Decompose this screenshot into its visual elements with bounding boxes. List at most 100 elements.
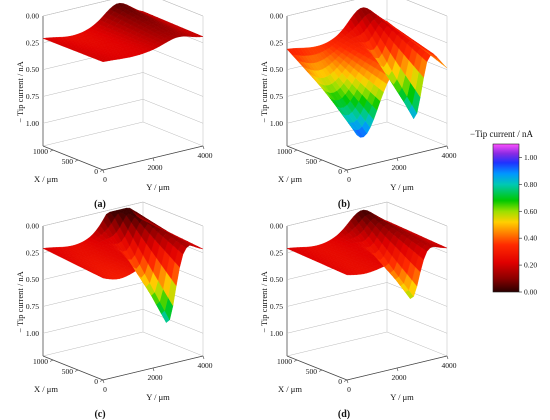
grid-line bbox=[386, 309, 448, 334]
z-tick-label: 0.50 bbox=[26, 275, 39, 284]
z-tick-label: 0.25 bbox=[270, 38, 283, 47]
z-axis-label: − Tip current / nA bbox=[15, 60, 25, 122]
x-tick bbox=[49, 149, 54, 152]
box-edge bbox=[386, 121, 448, 147]
x-tick bbox=[74, 159, 79, 162]
z-tick-label: 1.00 bbox=[26, 119, 39, 128]
y-tick bbox=[152, 157, 155, 162]
y-tick-label: 4000 bbox=[442, 151, 457, 160]
grid-line bbox=[142, 201, 204, 227]
grid-line bbox=[386, 201, 448, 227]
y-tick bbox=[446, 145, 449, 150]
x-tick-label: 1000 bbox=[33, 357, 48, 366]
colorbar-title: −Tip current / nA bbox=[470, 129, 533, 139]
y-tick bbox=[152, 367, 155, 372]
x-tick-label: 0 bbox=[338, 167, 342, 176]
z-tick-label: 0.50 bbox=[270, 65, 283, 74]
y-axis-label: Y / μm bbox=[146, 182, 170, 192]
z-tick-label: 0.25 bbox=[270, 248, 283, 257]
grid-line bbox=[42, 99, 144, 124]
grid-line bbox=[142, 72, 204, 97]
colorbar: −Tip current / nA 1.00 0.80 0.60 0.40 0.20 0.… bbox=[470, 129, 537, 297]
surface-cell bbox=[383, 19, 393, 26]
z-tick-label: 0.25 bbox=[26, 248, 39, 257]
surface bbox=[286, 7, 448, 138]
x-axis-label: X / μm bbox=[34, 384, 58, 394]
grid-line bbox=[386, 18, 448, 44]
y-tick bbox=[102, 169, 105, 174]
x-tick bbox=[318, 159, 323, 162]
grid-line bbox=[286, 309, 388, 334]
y-tick bbox=[346, 169, 349, 174]
panel-4: 0.00 0.25 0.50 0.75 1.00 0 500 1000 0 2000 4000 − T… bbox=[259, 201, 457, 420]
z-tick-label: 0.00 bbox=[26, 222, 39, 231]
colorbar-tick-label: 1.00 bbox=[524, 153, 537, 162]
panel-caption: (b) bbox=[338, 199, 350, 210]
colorbar-tick-label: 0.60 bbox=[524, 207, 537, 216]
box-edge bbox=[142, 331, 204, 357]
panel-2: 0.00 0.25 0.50 0.75 1.00 0 500 1000 0 2000 4000 − T… bbox=[259, 0, 457, 210]
z-tick-label: 0.00 bbox=[26, 12, 39, 21]
y-tick-label: 4000 bbox=[442, 361, 457, 370]
x-tick-label: 1000 bbox=[277, 357, 292, 366]
z-tick-label: 0.00 bbox=[270, 222, 283, 231]
x-tick bbox=[343, 379, 348, 382]
grid-line bbox=[286, 201, 388, 227]
grid-line bbox=[286, 0, 355, 17]
z-tick-label: 1.00 bbox=[270, 329, 283, 338]
z-tick-label: 0.75 bbox=[26, 92, 39, 101]
z-tick-label: 0.50 bbox=[270, 275, 283, 284]
x-tick bbox=[99, 169, 104, 172]
z-tick-label: 0.50 bbox=[26, 65, 39, 74]
y-tick bbox=[202, 355, 205, 360]
box-edge bbox=[142, 121, 204, 147]
z-tick-label: 1.00 bbox=[270, 119, 283, 128]
grid-line bbox=[286, 282, 388, 307]
x-axis-label: X / μm bbox=[278, 384, 302, 394]
box-edge bbox=[42, 121, 144, 147]
surface-cell bbox=[383, 219, 393, 224]
box-edge bbox=[406, 0, 448, 17]
y-tick-label: 4000 bbox=[198, 361, 213, 370]
box-edge bbox=[42, 331, 144, 357]
surface bbox=[286, 209, 448, 299]
x-tick bbox=[99, 379, 104, 382]
y-tick-label: 0 bbox=[347, 385, 351, 394]
panel-3: 0.00 0.25 0.50 0.75 1.00 0 500 1000 0 2000 4000 − T… bbox=[15, 201, 213, 420]
surface-cell bbox=[139, 10, 149, 14]
y-tick bbox=[346, 379, 349, 384]
colorbar-tick-label: 0.40 bbox=[524, 234, 537, 243]
z-axis-label: − Tip current / nA bbox=[259, 270, 269, 332]
x-tick-label: 0 bbox=[338, 377, 342, 386]
x-tick bbox=[49, 359, 54, 362]
box-edge bbox=[386, 331, 448, 357]
x-axis-label: X / μm bbox=[278, 174, 302, 184]
y-tick-label: 4000 bbox=[198, 151, 213, 160]
x-tick bbox=[293, 359, 298, 362]
colorbar-gradient bbox=[492, 143, 520, 293]
z-axis-label: − Tip current / nA bbox=[259, 60, 269, 122]
y-tick-label: 0 bbox=[103, 385, 107, 394]
z-tick-label: 0.25 bbox=[26, 38, 39, 47]
x-tick-label: 0 bbox=[94, 377, 98, 386]
y-tick-label: 2000 bbox=[148, 163, 163, 172]
y-tick-label: 2000 bbox=[392, 373, 407, 382]
grid-line bbox=[42, 72, 144, 97]
colorbar-tick-label: 0.00 bbox=[524, 288, 537, 297]
y-tick bbox=[102, 379, 105, 384]
panel-caption: (c) bbox=[94, 409, 105, 420]
x-tick-label: 1000 bbox=[33, 147, 48, 156]
z-tick-label: 0.75 bbox=[26, 302, 39, 311]
panel-1: 0.00 0.25 0.50 0.75 1.00 0 500 1000 0 2000 4000 − T… bbox=[15, 0, 213, 210]
grid-line bbox=[42, 309, 144, 334]
x-tick-label: 500 bbox=[306, 367, 318, 376]
grid-line bbox=[42, 0, 111, 17]
x-tick-label: 500 bbox=[306, 157, 318, 166]
grid-line bbox=[142, 309, 204, 334]
colorbar-tick-label: 0.80 bbox=[524, 180, 537, 189]
grid-line bbox=[406, 0, 448, 17]
x-tick bbox=[293, 149, 298, 152]
z-tick-label: 0.75 bbox=[270, 92, 283, 101]
surface bbox=[42, 207, 204, 323]
